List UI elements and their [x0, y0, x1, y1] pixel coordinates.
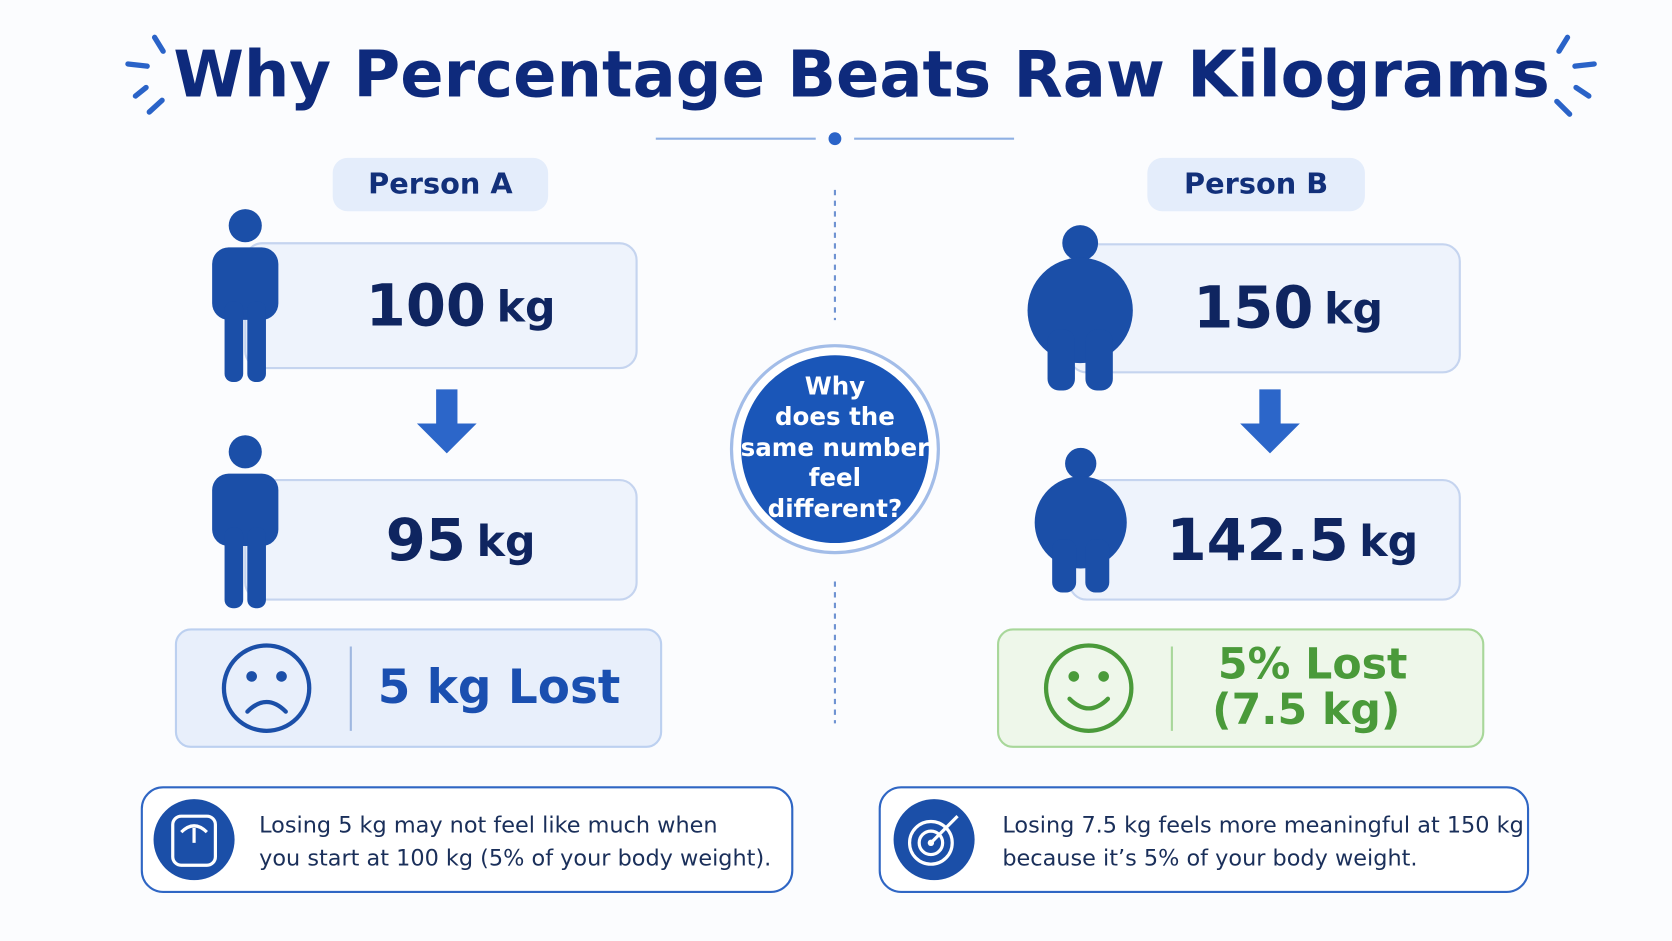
scale-icon — [153, 799, 235, 881]
weight-text: 142.5 kg — [1167, 507, 1419, 574]
person-label: Person B — [1184, 167, 1328, 201]
question-line: Why — [805, 371, 865, 400]
note-line: Losing 7.5 kg feels more meaningful at 1… — [1002, 812, 1523, 838]
down-arrow — [1240, 389, 1300, 454]
person-pill — [332, 157, 549, 212]
sad-face — [221, 643, 312, 733]
target-icon — [893, 799, 975, 881]
note-line: Losing 5 kg may not feel like much when — [259, 812, 717, 838]
down-arrow — [416, 389, 477, 454]
person-pill — [1147, 157, 1365, 212]
weight-unit: kg — [477, 517, 536, 567]
person-label: Person A — [368, 167, 513, 201]
weight-value: 142.5 — [1167, 507, 1349, 574]
note-line: you start at 100 kg (5% of your body wei… — [259, 845, 771, 871]
question-line: different? — [768, 494, 903, 523]
weight-text: 95 kg — [386, 507, 536, 574]
question-circle — [741, 355, 929, 544]
weight-unit: kg — [1324, 284, 1383, 334]
result-text: (7.5 kg) — [1212, 685, 1400, 735]
question-line: same number — [741, 433, 930, 462]
weight-unit: kg — [1359, 517, 1418, 567]
happy-face — [1043, 643, 1134, 733]
note-line: because it’s 5% of your body weight. — [1002, 845, 1417, 871]
title-sparkle-right — [1554, 34, 1597, 117]
note-box — [140, 786, 794, 893]
weight-value: 95 — [386, 507, 466, 574]
weight-value: 100 — [366, 272, 486, 339]
result-text: 5 kg Lost — [378, 660, 621, 715]
title-divider — [655, 132, 1015, 146]
title-sparkle-left — [125, 34, 166, 115]
question-line: feel — [809, 463, 861, 492]
weight-text: 150 kg — [1193, 274, 1383, 341]
question-line: does the — [775, 402, 895, 431]
weight-unit: kg — [497, 282, 556, 332]
weight-value: 150 — [1193, 274, 1313, 341]
weight-text: 100 kg — [366, 272, 556, 339]
title: Why Percentage Beats Raw Kilograms — [173, 39, 1550, 113]
result-text: 5% Lost — [1218, 639, 1407, 689]
note-box — [878, 786, 1530, 893]
